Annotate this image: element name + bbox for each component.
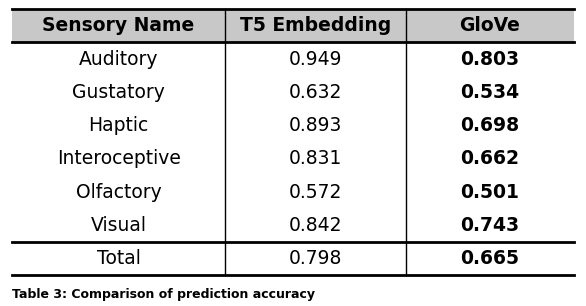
- Text: 0.949: 0.949: [289, 50, 342, 69]
- Text: Olfactory: Olfactory: [76, 183, 162, 202]
- Text: Haptic: Haptic: [88, 116, 149, 135]
- Text: GloVe: GloVe: [459, 16, 520, 35]
- Text: 0.831: 0.831: [289, 149, 342, 168]
- Text: Table 3: Comparison of prediction accuracy: Table 3: Comparison of prediction accura…: [12, 288, 315, 300]
- Text: Gustatory: Gustatory: [72, 83, 165, 102]
- Text: Sensory Name: Sensory Name: [42, 16, 195, 35]
- Text: 0.798: 0.798: [289, 249, 342, 268]
- Text: 0.662: 0.662: [461, 149, 519, 168]
- Text: Total: Total: [97, 249, 141, 268]
- Text: 0.534: 0.534: [461, 83, 519, 102]
- Text: 0.803: 0.803: [461, 50, 519, 69]
- Text: 0.632: 0.632: [289, 83, 342, 102]
- Text: 0.665: 0.665: [461, 249, 519, 268]
- Text: 0.743: 0.743: [461, 216, 519, 235]
- Text: Auditory: Auditory: [79, 50, 158, 69]
- Text: 0.842: 0.842: [289, 216, 342, 235]
- Text: Visual: Visual: [91, 216, 146, 235]
- Text: T5 Embedding: T5 Embedding: [240, 16, 391, 35]
- Text: 0.572: 0.572: [289, 183, 342, 202]
- Text: 0.698: 0.698: [461, 116, 519, 135]
- Text: 0.501: 0.501: [461, 183, 519, 202]
- Bar: [12, 9, 574, 43]
- Text: Interoceptive: Interoceptive: [57, 149, 180, 168]
- Text: 0.893: 0.893: [289, 116, 342, 135]
